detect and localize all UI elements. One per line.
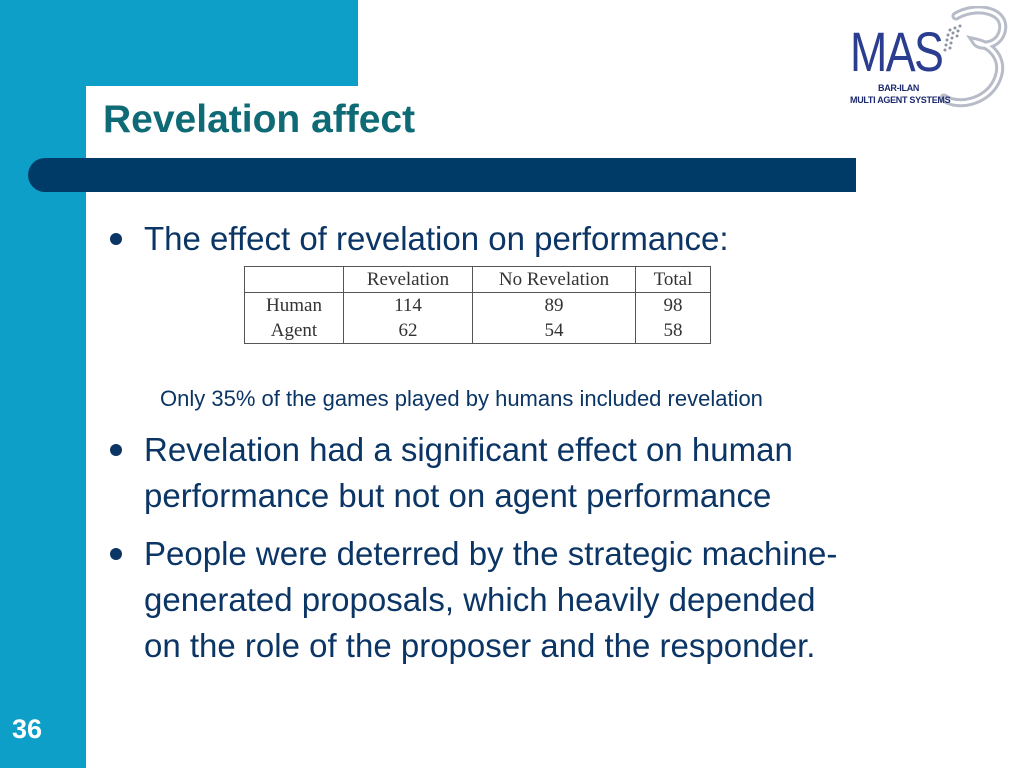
table-cell: 98 [635,292,711,318]
table-header-cell: Total [635,266,711,293]
table-row-label: Agent [244,318,344,344]
top-accent-band [0,0,358,86]
swirl-logo-icon [939,6,1008,108]
bullet-line: Revelation had a significant effect on h… [144,431,793,468]
results-table: Revelation No Revelation Total Human 114… [244,266,711,344]
table-caption: Only 35% of the games played by humans i… [160,386,763,411]
bullet-text: People were deterred by the strategic ma… [144,531,837,669]
table-row-label: Human [244,292,344,318]
bullet-dot-icon [110,548,122,560]
table-cell: 62 [343,318,473,344]
bullet-line: performance but not on agent performance [144,477,772,514]
left-accent-band [0,0,86,768]
table-row: Agent 62 54 58 [244,318,711,344]
slide-title: Revelation affect [103,98,416,141]
logo-mas-text: MAS [850,20,944,83]
logo-subtitle: BAR-ILAN MULTI AGENT SYSTEMS [850,82,951,106]
bullet-dot-icon [110,444,122,456]
table-header-cell: Revelation [343,266,473,293]
bullet-line: on the role of the proposer and the resp… [144,627,816,664]
table-row: Human 114 89 98 [244,292,711,318]
table-cell: 54 [472,318,636,344]
slide-number: 36 [12,714,43,744]
table-cell: 89 [472,292,636,318]
table-header-row: Revelation No Revelation Total [244,266,711,293]
bullet-line: People were deterred by the strategic ma… [144,535,838,572]
title-underline-bar [28,158,856,192]
bullet-text: Revelation had a significant effect on h… [144,427,793,519]
bullet-line: generated proposals, which heavily depen… [144,581,816,618]
table-header-cell: No Revelation [472,266,636,293]
table-header-cell [244,266,344,293]
logo-line-2: MULTI AGENT SYSTEMS [850,95,951,105]
table-cell: 58 [635,318,711,344]
table-cell: 114 [343,292,473,318]
bullet-text: The effect of revelation on performance: [144,220,729,257]
mas-logo: MAS BAR-ILAN MULTI AGENT SYSTEMS [846,6,1016,110]
bullet-dot-icon [110,233,122,245]
logo-line-1: BAR-ILAN [878,83,920,93]
